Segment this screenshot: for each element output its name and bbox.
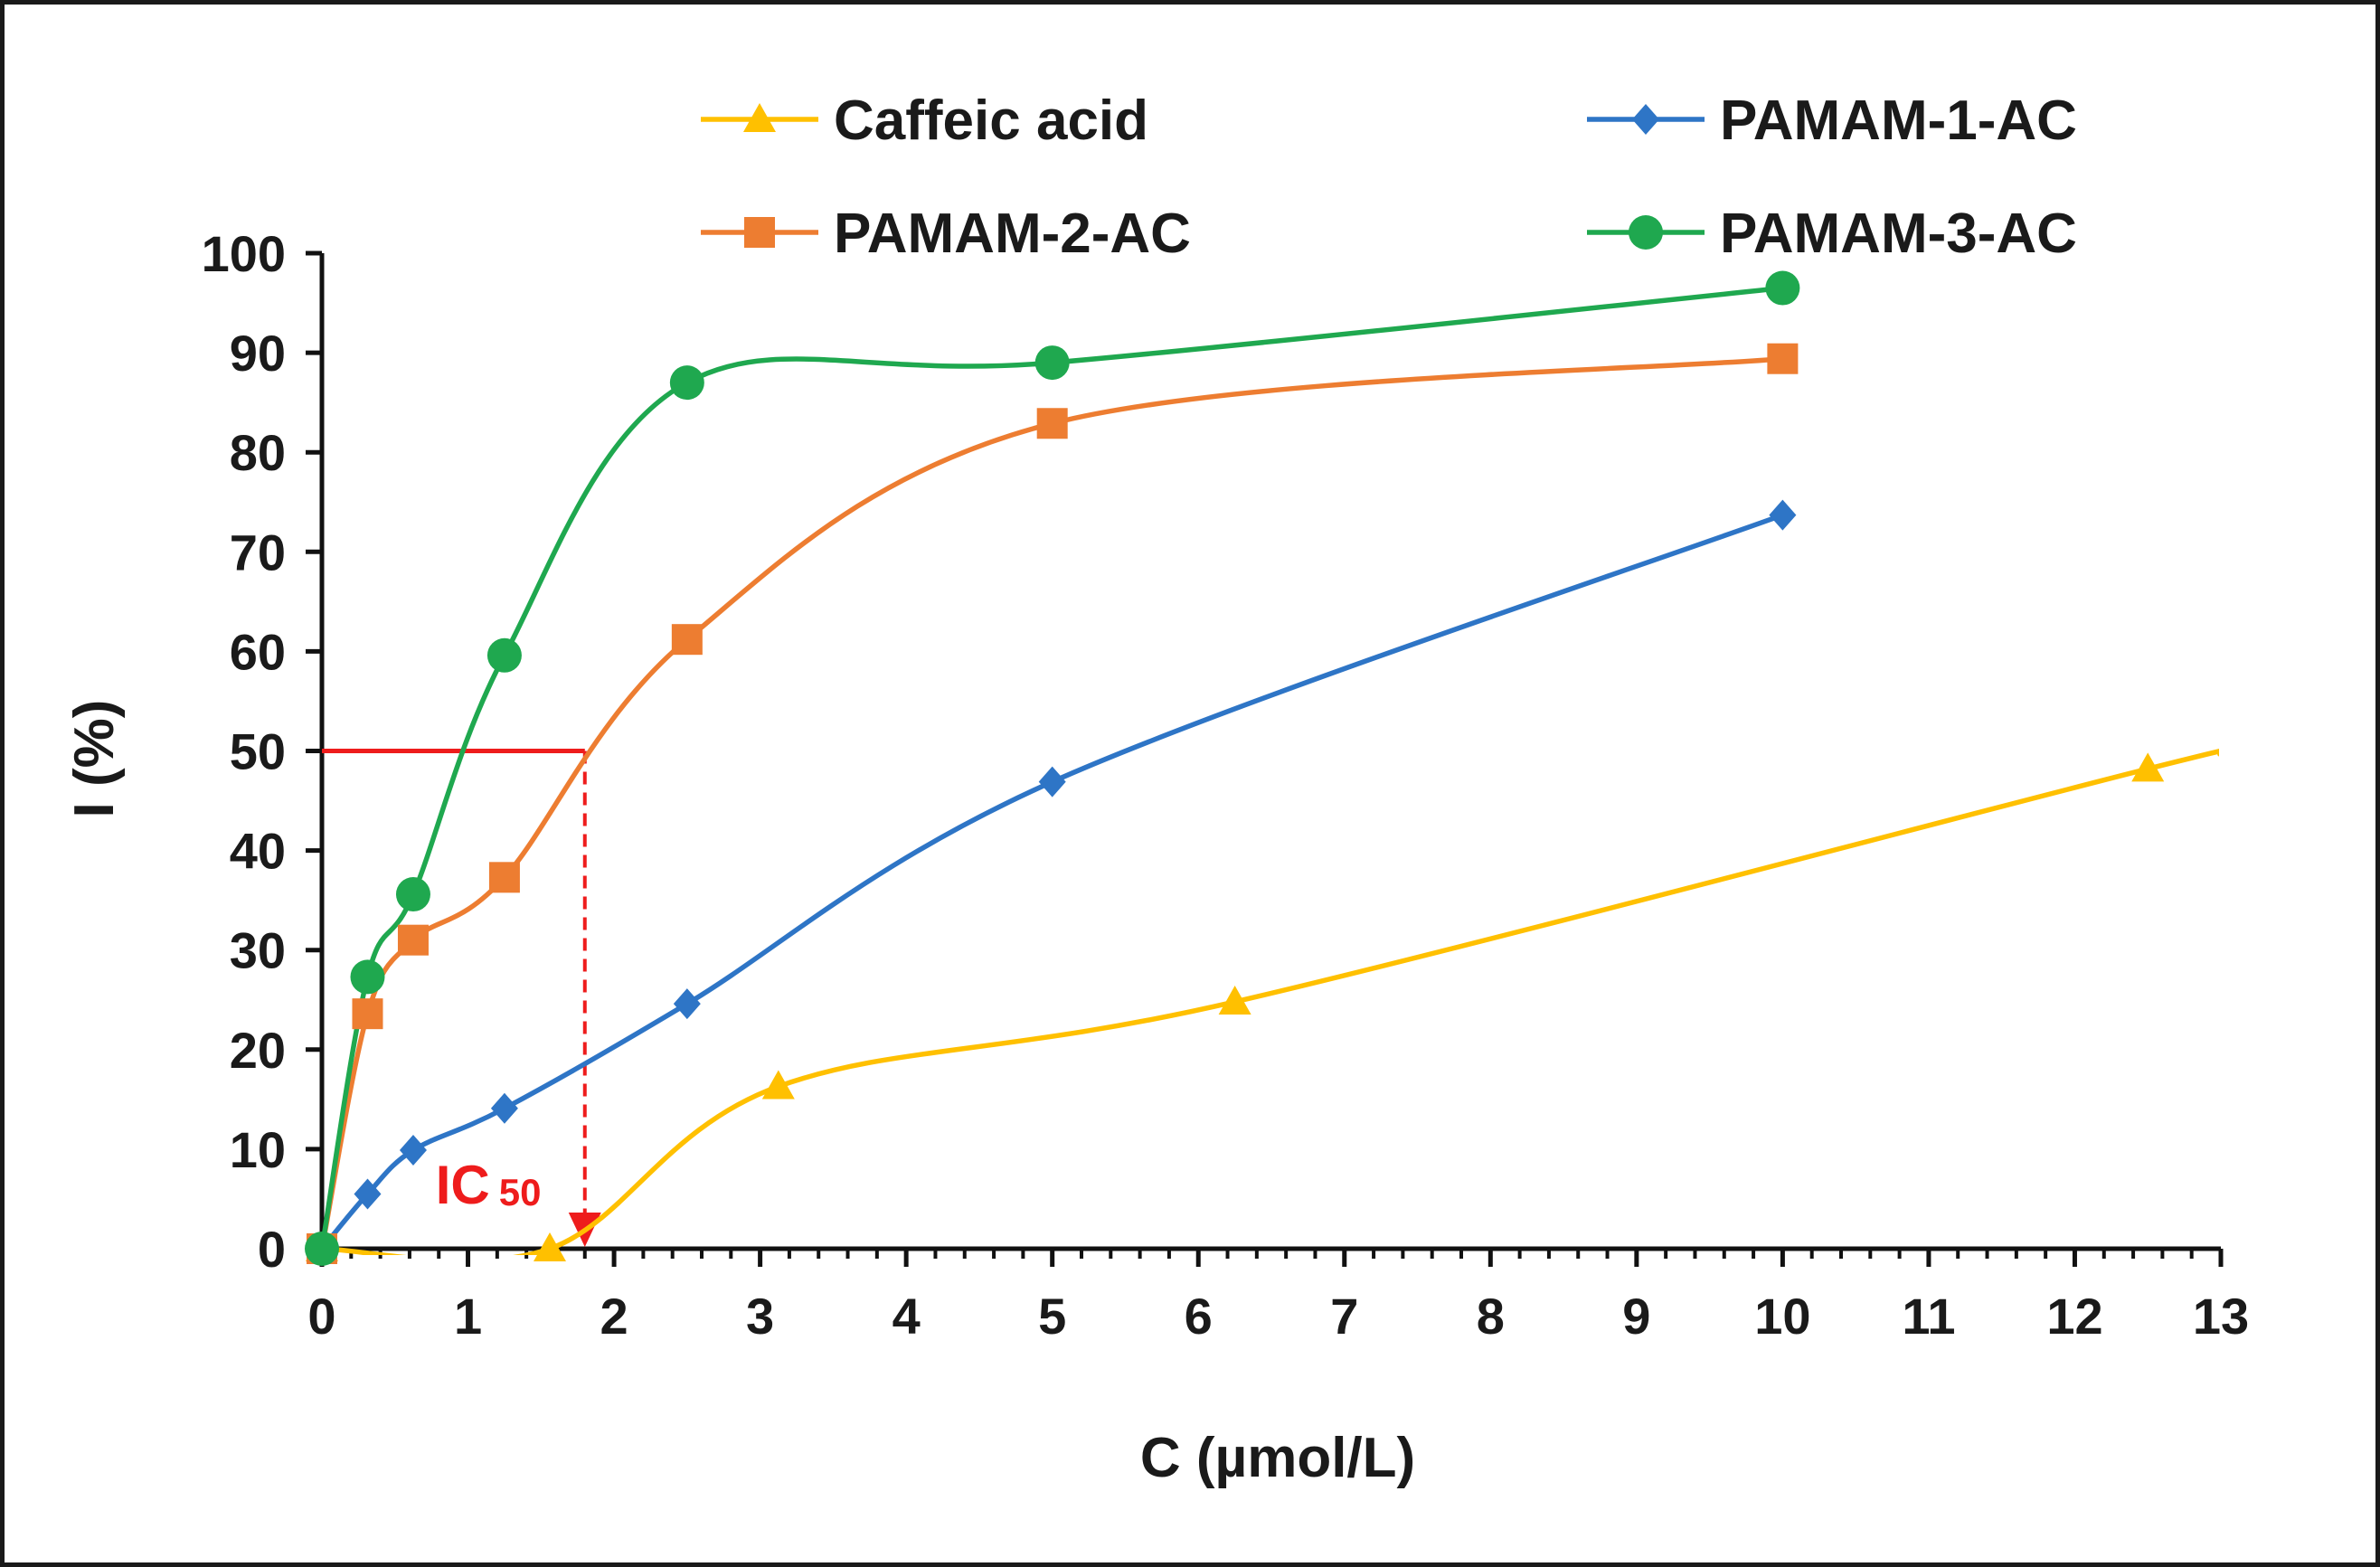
x-tick-label: 12	[2046, 1288, 2102, 1345]
ic50-annotation: IC 50	[322, 749, 601, 1247]
pamam-1-ac-point	[673, 988, 701, 1020]
y-tick-label: 30	[230, 922, 286, 979]
y-tick-label: 40	[230, 823, 286, 880]
pamam-3-ac-point	[669, 365, 704, 401]
legend-label-pamam-3-ac: PAMAM-3-AC	[1720, 203, 2077, 265]
x-tick-label: 11	[1902, 1288, 1955, 1345]
legend-label-pamam-2-ac: PAMAM-2-AC	[834, 203, 1191, 265]
caffeic-acid-point	[1218, 985, 1251, 1015]
x-tick-label: 10	[1754, 1288, 1810, 1345]
pamam-2-ac-point	[1036, 408, 1068, 439]
y-tick-label: 90	[230, 325, 286, 382]
legend-marker-pamam-1-ac	[1632, 104, 1659, 135]
pamam-2-ac-point	[671, 624, 703, 656]
pamam-3-ac-point	[486, 637, 522, 673]
pamam-1-ac-point	[399, 1135, 427, 1166]
pamam-1-ac-point	[354, 1178, 382, 1210]
y-tick-label: 80	[230, 424, 286, 481]
y-axis-title: I (%)	[63, 700, 126, 818]
pamam-2-ac-point	[352, 998, 383, 1030]
y-tick-label: 60	[230, 623, 286, 680]
x-tick-label: 9	[1622, 1288, 1650, 1345]
x-axis-title: C (µmol/L)	[1140, 1427, 1415, 1489]
pamam-3-ac-point	[1765, 270, 1800, 306]
x-tick-label: 7	[1330, 1288, 1358, 1345]
pamam-3-ac-point	[350, 959, 385, 995]
ic50-label-subscript: 50	[499, 1171, 542, 1213]
pamam-2-ac-point	[1767, 343, 1799, 374]
caffeic-acid-point	[534, 1232, 566, 1261]
caffeic-acid-line	[319, 749, 2219, 1255]
x-tick-label: 13	[2193, 1288, 2249, 1345]
legend: Caffeic acid PAMAM-1-AC PAMAM-2-AC PAMAM-3-…	[701, 90, 2077, 265]
y-tick-label: 50	[230, 723, 286, 780]
pamam-2-ac-line	[319, 355, 1786, 1251]
pamam-1-ac-point	[1038, 766, 1066, 798]
series-layer	[319, 285, 2219, 1255]
x-tick-label: 6	[1185, 1288, 1213, 1345]
x-tick-label: 3	[746, 1288, 774, 1345]
caffeic-acid-point	[761, 1070, 795, 1100]
x-tick-label: 4	[892, 1288, 921, 1345]
x-tick-label: 8	[1477, 1288, 1505, 1345]
pamam-1-ac-point	[490, 1092, 518, 1124]
pamam-1-ac-line	[319, 512, 1786, 1251]
x-tick-label: 5	[1038, 1288, 1066, 1345]
pamam-3-ac-point	[395, 877, 430, 912]
legend-label-pamam-1-ac: PAMAM-1-AC	[1720, 90, 2077, 152]
pamam-3-ac-point	[1034, 345, 1070, 381]
legend-marker-pamam-3-ac	[1629, 215, 1663, 250]
y-tick-label: 0	[258, 1221, 286, 1278]
x-tick-label: 0	[307, 1288, 335, 1345]
x-tick-label: 1	[454, 1288, 482, 1345]
y-tick-label: 100	[202, 225, 286, 282]
caffeic-acid-point	[2131, 752, 2165, 782]
marker-layer	[305, 270, 2165, 1266]
pamam-2-ac-point	[397, 924, 429, 956]
legend-marker-pamam-2-ac	[744, 217, 775, 248]
x-tick-label: 2	[600, 1288, 628, 1345]
ic50-label: IC	[436, 1155, 490, 1215]
legend-marker-caffeic-acid	[743, 103, 776, 132]
y-tick-label: 20	[230, 1022, 286, 1079]
legend-label-caffeic-acid: Caffeic acid	[834, 90, 1148, 152]
pamam-1-ac-point	[1769, 499, 1797, 531]
pamam-2-ac-point	[488, 862, 520, 893]
y-tick-label: 10	[230, 1121, 286, 1178]
pamam-3-ac-point	[305, 1232, 339, 1266]
y-tick-label: 70	[230, 524, 286, 581]
